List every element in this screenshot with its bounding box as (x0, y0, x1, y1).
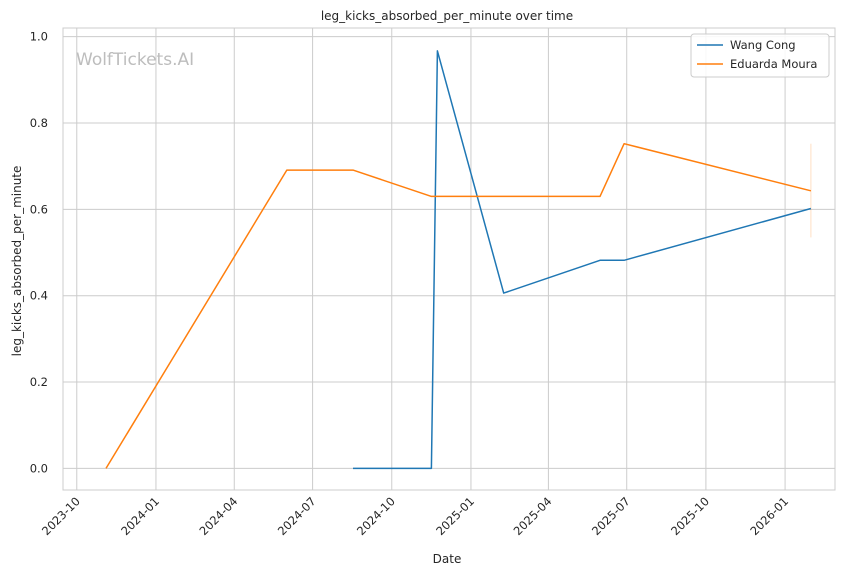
watermark: WolfTickets.AI (76, 50, 194, 70)
x-tick-label: 2025-10 (668, 494, 712, 538)
series-lines (105, 50, 812, 470)
y-tick-label: 1.0 (30, 30, 48, 44)
y-tick-label: 0.0 (30, 461, 48, 475)
y-axis-label: leg_kicks_absorbed_per_minute (10, 166, 24, 357)
x-tick-label: 2025-04 (511, 494, 555, 538)
legend-label-eduarda-moura: Eduarda Moura (730, 57, 817, 71)
y-tick-labels: 0.0 0.2 0.4 0.6 0.8 1.0 (30, 30, 48, 476)
grid-lines (63, 28, 835, 490)
y-tick-label: 0.8 (30, 116, 48, 130)
x-tick-label: 2025-07 (589, 494, 633, 538)
legend-label-wang-cong: Wang Cong (730, 38, 796, 52)
y-tick-label: 0.2 (30, 375, 48, 389)
x-tick-label: 2023-10 (39, 494, 83, 538)
y-tick-label: 0.4 (30, 289, 48, 303)
series-line-wang-cong (353, 50, 812, 470)
x-tick-label: 2024-07 (275, 494, 319, 538)
y-tick-label: 0.6 (30, 202, 48, 216)
plot-area (63, 28, 835, 490)
series-line-eduarda-moura (105, 142, 812, 469)
plot-frame (62, 27, 836, 491)
legend-box (690, 33, 830, 78)
legend: Wang Cong Eduarda Moura (690, 33, 830, 78)
x-tick-label: 2024-01 (118, 494, 162, 538)
x-tick-label: 2024-04 (197, 494, 241, 538)
x-tick-label: 2025-01 (433, 494, 477, 538)
x-tick-label: 2026-01 (747, 494, 791, 538)
x-tick-label: 2024-10 (354, 494, 398, 538)
x-axis-label: Date (433, 552, 462, 566)
chart-title: leg_kicks_absorbed_per_minute over time (321, 9, 573, 23)
x-tick-labels: 2023-10 2024-01 2024-04 2024-07 2024-10 2025-… (39, 494, 791, 538)
